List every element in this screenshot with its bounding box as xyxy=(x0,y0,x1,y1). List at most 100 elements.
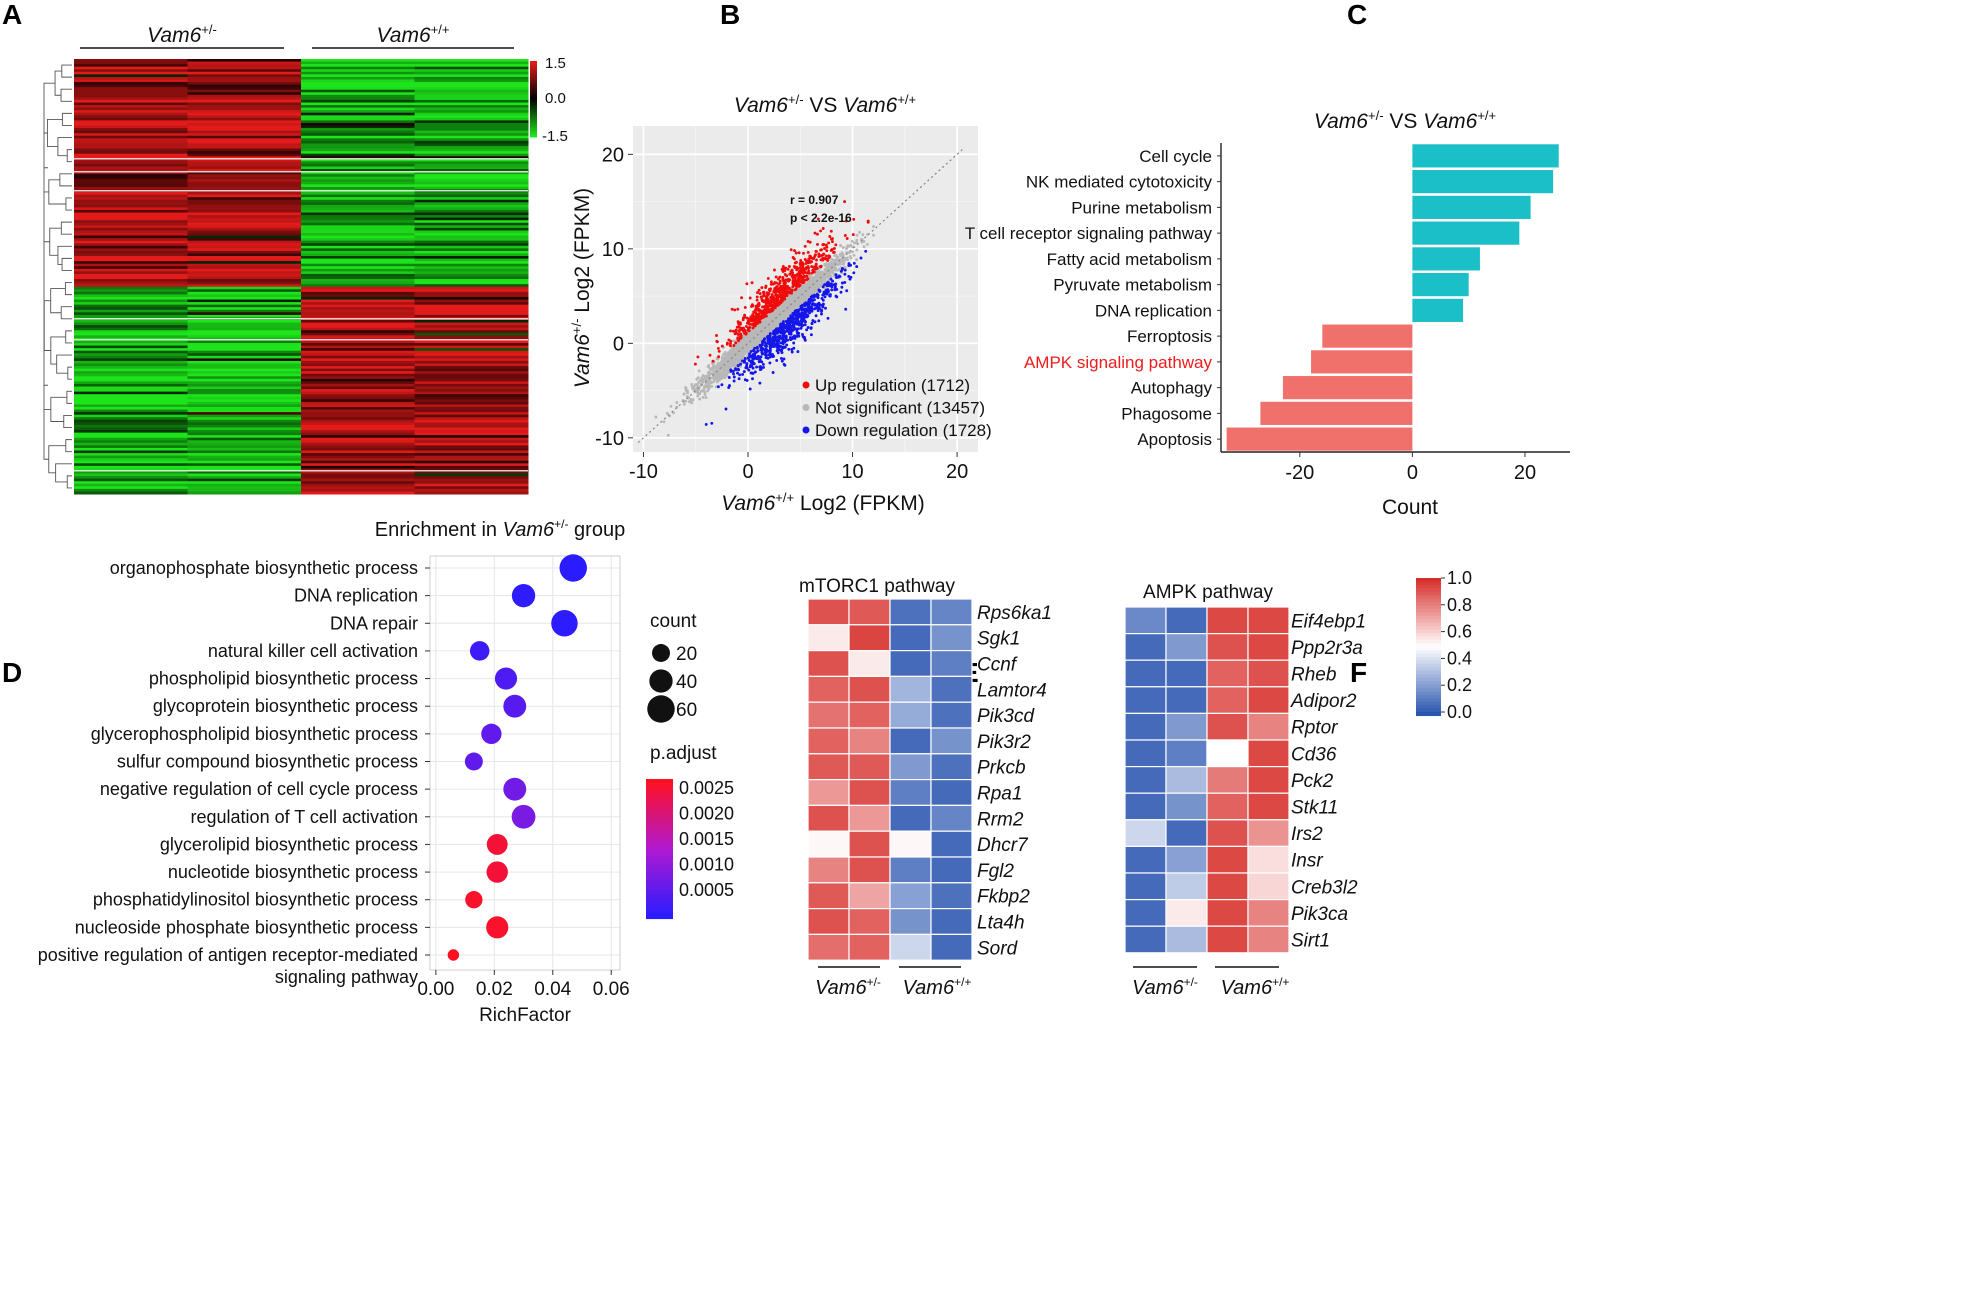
data-point-up xyxy=(821,227,825,230)
heatmap-cell xyxy=(74,358,188,362)
heatmap-cell xyxy=(74,335,188,339)
data-point-up xyxy=(763,314,767,318)
colorbar-segment xyxy=(530,76,537,79)
data-point-ns xyxy=(841,246,845,249)
heatmap-cell xyxy=(301,61,415,65)
data-point-ns xyxy=(774,309,778,313)
y-tick-label: -10 xyxy=(595,428,624,450)
data-point-ns xyxy=(805,286,809,290)
heatmap-cell xyxy=(301,204,415,208)
heatmap-cell xyxy=(74,332,188,336)
heatmap-cell xyxy=(301,69,415,73)
heatmap-cell xyxy=(187,348,302,352)
data-point-up xyxy=(750,281,754,285)
heatmap-cell xyxy=(74,296,188,301)
data-point-ns xyxy=(799,297,803,301)
heatmap-gap xyxy=(74,190,528,192)
heatmap-cell xyxy=(414,458,529,462)
heatmap-gap xyxy=(74,318,528,320)
data-point-up xyxy=(803,267,807,271)
heatmap-cell xyxy=(301,230,415,234)
heatmap-cell xyxy=(301,153,415,157)
heatmap-cell xyxy=(187,376,302,380)
heatmap-cell xyxy=(414,230,529,234)
heatmap-cell xyxy=(301,394,415,398)
heatmap-cell xyxy=(301,279,415,283)
heatmap-cell xyxy=(301,386,415,390)
heatmap-cell xyxy=(301,360,415,364)
data-point-up xyxy=(815,258,818,262)
data-point-up xyxy=(770,295,774,299)
heatmap-cell xyxy=(187,202,302,206)
heatmap-cell xyxy=(414,266,529,270)
colorbar-segment xyxy=(530,106,537,110)
heatmap-cell xyxy=(74,128,188,132)
data-point-up xyxy=(811,268,815,272)
heatmap-cell xyxy=(187,209,302,214)
data-point-ns xyxy=(788,300,792,304)
data-point-ns xyxy=(703,384,707,388)
data-point-up xyxy=(696,355,700,359)
heatmap-cell xyxy=(187,59,302,63)
heatmap-gap xyxy=(74,470,528,472)
colorbar-segment xyxy=(530,61,537,64)
heatmap-cell xyxy=(301,59,415,63)
heatmap-cell xyxy=(414,197,529,201)
heatmap-cell xyxy=(187,94,302,98)
data-point-up xyxy=(810,265,814,269)
heatmap-cell xyxy=(414,176,529,180)
heatmap-cell xyxy=(187,314,302,318)
heatmap-cell xyxy=(187,291,302,295)
heatmap-cell xyxy=(187,409,302,413)
heatmap-cell xyxy=(301,348,415,352)
heatmap-cell xyxy=(187,330,302,334)
data-point-ns xyxy=(666,433,670,437)
data-point-ns xyxy=(817,281,821,285)
heatmap-cell xyxy=(414,233,529,237)
data-point-ns xyxy=(865,242,869,246)
heatmap-cell xyxy=(74,102,188,106)
data-point-up xyxy=(797,251,801,255)
panel-label-c: C xyxy=(1347,0,1367,30)
data-point-ns xyxy=(755,335,758,339)
heatmap-cell xyxy=(187,99,302,103)
data-point-up xyxy=(773,298,776,302)
heatmap-cell xyxy=(414,307,529,311)
heatmap-cell xyxy=(301,376,415,380)
colorbar-segment xyxy=(530,104,537,108)
heatmap-cell xyxy=(414,222,529,226)
data-point-up xyxy=(799,259,803,262)
data-point-up xyxy=(779,294,783,298)
heatmap-cell xyxy=(414,89,529,93)
data-point-up xyxy=(745,282,749,286)
heatmap-cell xyxy=(414,79,529,83)
heatmap-cell xyxy=(414,128,529,132)
heatmap-cell xyxy=(414,424,529,428)
data-point-ns xyxy=(805,282,809,286)
data-point-up xyxy=(739,332,743,336)
heatmap-gap xyxy=(74,158,528,160)
heatmap-cell xyxy=(187,158,302,162)
heatmap-cell xyxy=(187,238,302,242)
colorbar-segment xyxy=(530,64,537,68)
heatmap-cell xyxy=(414,358,529,362)
heatmap-cell xyxy=(414,330,529,334)
heatmap-cell xyxy=(301,407,415,411)
heatmap-cell xyxy=(74,268,188,272)
heatmap-cell xyxy=(301,166,415,170)
data-point-ns xyxy=(839,244,843,247)
heatmap-cell xyxy=(187,120,302,124)
heatmap-cell xyxy=(74,486,188,490)
heatmap-cell xyxy=(74,87,188,91)
heatmap-cell xyxy=(74,391,188,395)
data-point-up xyxy=(795,265,798,269)
heatmap-cell xyxy=(187,179,302,183)
dendrogram xyxy=(43,64,72,489)
heatmap-cell xyxy=(301,158,415,162)
heatmap-cell xyxy=(74,291,188,295)
data-point-ns xyxy=(770,314,774,318)
heatmap-cell xyxy=(187,327,302,331)
data-point-ns xyxy=(746,346,750,350)
heatmap-cell xyxy=(414,322,529,326)
data-point-ns xyxy=(716,357,720,361)
